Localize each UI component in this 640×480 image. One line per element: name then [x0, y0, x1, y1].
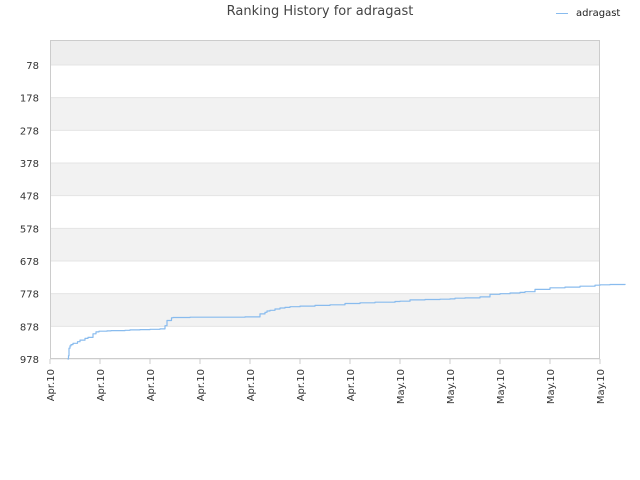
series-group: [67, 283, 626, 360]
plot-band: [50, 163, 600, 196]
plot-band-top: [50, 40, 600, 65]
x-tick-label: May.10: [446, 369, 457, 404]
y-tick-label: 978: [20, 355, 39, 366]
legend-line-swatch: [556, 13, 568, 14]
x-tick-label: Apr.10: [296, 369, 307, 401]
plot-band: [50, 65, 600, 98]
y-tick-label: 378: [20, 159, 39, 170]
x-tick-label: Apr.10: [96, 369, 107, 401]
series-line-adragast: [67, 283, 626, 360]
plot-band: [50, 228, 600, 261]
x-tick-label: May.10: [496, 369, 507, 404]
background-bands: [50, 40, 600, 359]
y-tick-label: 878: [20, 322, 39, 333]
y-axis: 78 178 278 378 478 578 678 778 878 978: [20, 61, 39, 366]
plot-band: [50, 261, 600, 294]
x-tick-label: May.10: [596, 369, 607, 404]
legend[interactable]: adragast: [556, 8, 620, 19]
y-tick-label: 678: [20, 257, 39, 268]
y-tick-label: 778: [20, 290, 39, 301]
x-tick-label: Apr.10: [346, 369, 357, 401]
y-tick-label: 78: [26, 61, 39, 72]
plot-border: [50, 40, 600, 359]
plot-band: [50, 195, 600, 229]
y-tick-label: 578: [20, 224, 39, 235]
x-tick-label: Apr.10: [146, 369, 157, 401]
x-tick-label: Apr.10: [46, 369, 57, 401]
x-tick-label: May.10: [396, 369, 407, 404]
x-tick-label: Apr.10: [196, 369, 207, 401]
x-axis: Apr.10 Apr.10 Apr.10 Apr.10 Apr.10 Apr.10 Apr.…: [46, 359, 607, 404]
plot-band: [50, 326, 600, 359]
y-tick-label: 478: [20, 192, 39, 203]
plot-band: [50, 293, 600, 327]
legend-label: adragast: [576, 8, 621, 19]
x-tick-label: May.10: [546, 369, 557, 404]
plot-band: [50, 130, 600, 163]
chart-title: Ranking History for adragast: [226, 4, 414, 19]
y-tick-label: 178: [20, 94, 39, 105]
x-tick-label: Apr.10: [246, 369, 257, 401]
plot-band: [50, 97, 600, 131]
y-tick-label: 278: [20, 126, 39, 137]
